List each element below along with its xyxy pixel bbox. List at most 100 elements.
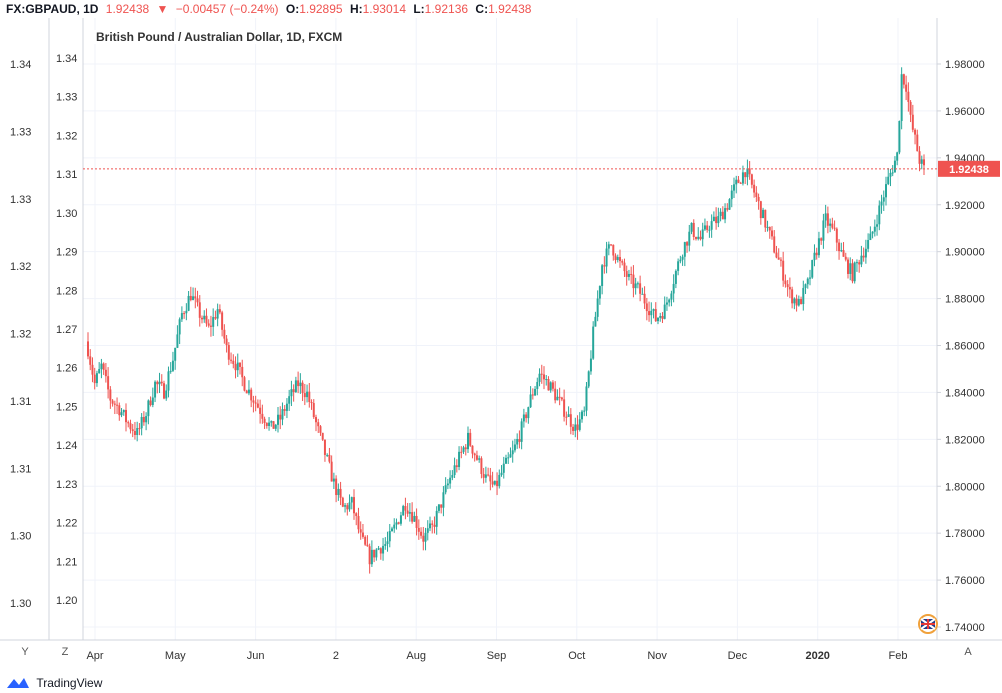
candle-body <box>847 259 849 274</box>
candle-body <box>815 252 818 256</box>
candle-body <box>549 382 552 391</box>
candle-body <box>829 223 832 226</box>
candle-body <box>885 184 887 198</box>
candle-body <box>364 536 367 545</box>
candle-body <box>98 369 101 374</box>
candle-body <box>699 236 702 240</box>
candle-body <box>686 242 689 246</box>
candle-body <box>766 226 769 228</box>
candle-body <box>104 369 107 377</box>
left-axis[interactable]: 1.34 1.33 1.33 1.32 1.32 1.31 1.31 1.30 1.30 <box>10 59 31 610</box>
candle-body <box>100 363 103 370</box>
candle-body <box>739 182 742 184</box>
tradingview-brand[interactable]: TradingView <box>36 675 103 690</box>
candle-body <box>113 403 116 405</box>
candle-body <box>764 209 767 228</box>
candle-body <box>654 309 657 322</box>
candle-body <box>898 121 901 153</box>
time-tick-label: May <box>165 650 186 662</box>
candle-body <box>538 373 541 382</box>
candle-body <box>563 399 566 417</box>
candle-body <box>911 114 914 130</box>
open-label: O: <box>285 2 300 16</box>
candle-body <box>880 201 883 206</box>
candle-body <box>838 242 841 252</box>
candle-body <box>605 248 608 267</box>
y-scale-button[interactable]: Y <box>15 643 35 661</box>
auto-scale-button[interactable]: A <box>958 643 978 661</box>
tradingview-logo-icon[interactable] <box>6 676 30 690</box>
price-chart[interactable]: 1.34 1.33 1.33 1.32 1.32 1.31 1.31 1.30 1.30 1.3… <box>0 18 1002 666</box>
candle-body <box>630 273 633 275</box>
candle-body <box>415 515 418 528</box>
candle-body <box>507 457 510 459</box>
candle-body <box>759 201 762 219</box>
z-scale-button[interactable]: Z <box>55 643 75 661</box>
candle-body <box>442 492 445 508</box>
candle-body <box>366 544 369 547</box>
candle-body <box>393 524 396 529</box>
candle-body <box>91 364 94 375</box>
candle-body <box>594 316 597 327</box>
candle-body <box>864 248 867 258</box>
candle-body <box>540 373 543 375</box>
left-tick-label: 1.31 <box>10 463 31 475</box>
candle-body <box>876 224 879 227</box>
candle-body <box>842 250 845 257</box>
candle-body <box>299 382 302 387</box>
candle-body <box>171 360 174 371</box>
candle-body <box>811 260 814 278</box>
candle-body <box>209 325 212 327</box>
candle-body <box>131 429 134 432</box>
uk-flag-icon[interactable] <box>918 614 938 634</box>
candle-body <box>551 382 554 389</box>
low-value: 1.92136 <box>424 2 469 16</box>
candle-body <box>757 196 760 202</box>
candle-body <box>216 309 219 319</box>
candle-body <box>639 283 642 294</box>
candle-body <box>869 233 872 241</box>
candle-body <box>339 488 342 498</box>
time-axis[interactable]: Apr May Jun 2 Aug Sep Oct Nov Dec 2020 Feb <box>86 650 907 662</box>
inner-tick-label: 1.23 <box>56 479 77 491</box>
inner-tick-label: 1.20 <box>56 595 77 607</box>
candle-body <box>643 293 646 304</box>
candle-body <box>802 287 805 305</box>
candle-body <box>294 380 297 393</box>
candles[interactable] <box>87 67 925 574</box>
candle-body <box>596 298 599 317</box>
candle-body <box>661 316 664 319</box>
candle-body <box>274 424 277 429</box>
chart-frame[interactable]: 1.34 1.33 1.33 1.32 1.32 1.31 1.31 1.30 1.30 1.3… <box>0 18 1002 666</box>
candle-body <box>703 225 706 230</box>
candle-body <box>527 407 530 419</box>
candle-body <box>909 101 912 115</box>
candle-body <box>201 317 203 320</box>
candle-body <box>250 389 253 401</box>
candle-body <box>820 238 823 241</box>
candle-body <box>525 414 528 419</box>
candle-body <box>645 303 648 312</box>
right-tick-label: 1.76000 <box>945 575 985 587</box>
left-tick-label: 1.33 <box>10 126 31 138</box>
candle-body <box>487 474 490 476</box>
candle-body <box>712 216 715 222</box>
candle-body <box>491 481 494 485</box>
symbol-label[interactable]: FX:GBPAUD, 1D <box>6 2 99 16</box>
candle-body <box>424 532 427 542</box>
candle-body <box>467 432 469 450</box>
candle-body <box>395 522 398 525</box>
candle-body <box>616 257 619 261</box>
candle-body <box>905 84 908 92</box>
candle-body <box>867 240 870 249</box>
right-tick-label: 1.82000 <box>945 434 985 446</box>
left-tick-label: 1.32 <box>10 329 31 341</box>
candle-body <box>871 231 874 234</box>
inner-axis[interactable]: 1.34 1.33 1.32 1.31 1.30 1.29 1.28 1.27 1.26 1.25… <box>56 53 77 607</box>
candle-body <box>335 478 338 496</box>
candle-body <box>907 91 910 102</box>
candle-body <box>621 261 624 263</box>
candle-body <box>893 160 896 173</box>
candle-body <box>706 225 709 230</box>
candle-body <box>598 286 601 299</box>
